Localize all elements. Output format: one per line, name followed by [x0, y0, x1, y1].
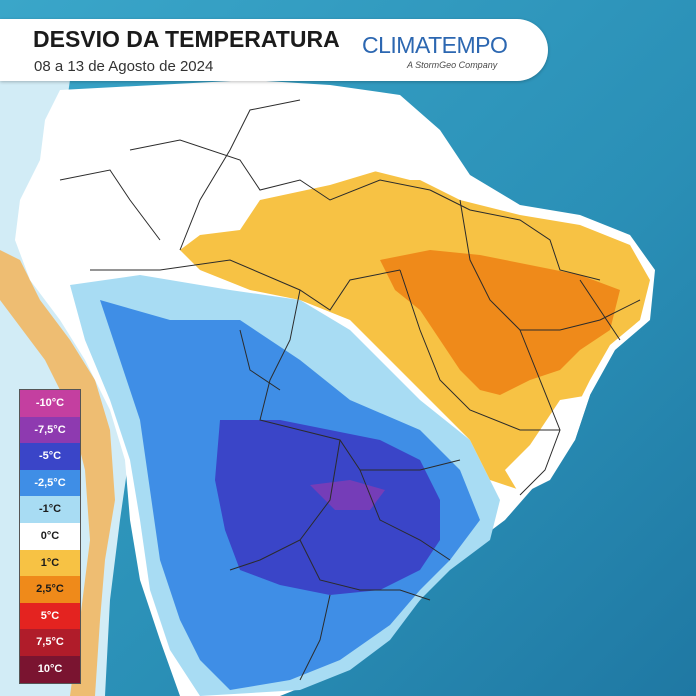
legend-item: -7,5°C [20, 416, 80, 444]
legend-item: -5°C [20, 443, 80, 470]
warm-light-region [180, 170, 650, 490]
map-title: DESVIO DA TEMPERATURA [33, 26, 340, 52]
andes-warm-strip [0, 250, 115, 696]
legend-item: 2,5°C [20, 576, 80, 603]
warm-medium-region [380, 250, 620, 395]
brand-logo: CLIMATEMPO [362, 32, 508, 58]
brand-tagline: A StormGeo Company [407, 60, 498, 70]
map-header: DESVIO DA TEMPERATURA 08 a 13 de Agosto … [0, 19, 548, 81]
cold-strong-region [215, 420, 440, 595]
color-legend: -10°C -7,5°C -5°C -2,5°C -1°C 0°C 1°C 2,5°C 5°C 7… [19, 389, 81, 684]
legend-item: -10°C [20, 390, 80, 417]
neutral-patch-east [505, 395, 590, 495]
political-borders [59, 99, 641, 681]
legend-item: 5°C [20, 602, 80, 630]
cold-extreme-spot [310, 480, 385, 510]
map-date-range: 08 a 13 de Agosto de 2024 [34, 58, 214, 75]
legend-item: 7,5°C [20, 629, 80, 656]
legend-item: 0°C [20, 522, 80, 550]
legend-item: 1°C [20, 549, 80, 577]
legend-item: -2,5°C [20, 469, 80, 497]
legend-item: -1°C [20, 496, 80, 523]
neutral-patch-north [270, 95, 440, 180]
legend-item: 10°C [20, 655, 80, 683]
